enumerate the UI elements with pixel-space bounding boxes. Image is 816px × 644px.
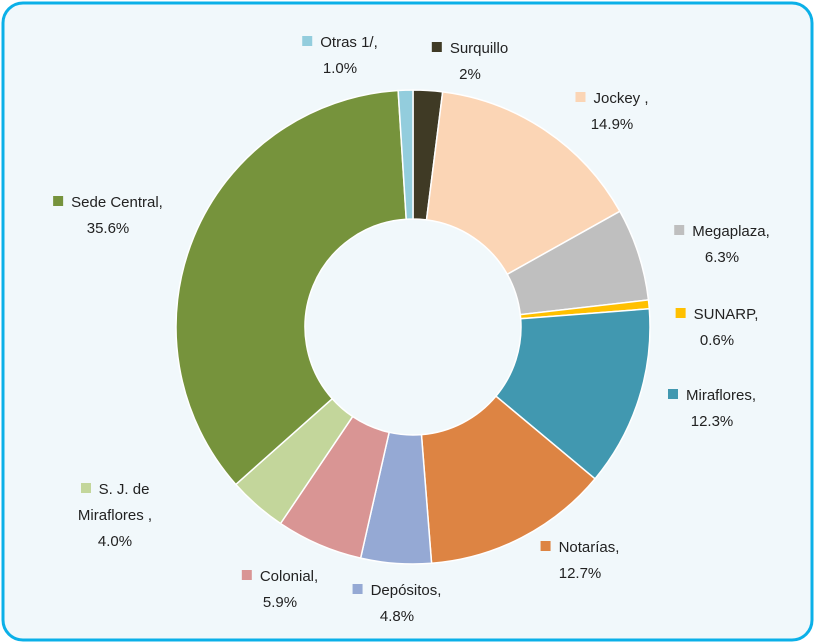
legend-swatch	[575, 92, 586, 102]
label-value: 1.0%	[322, 60, 358, 77]
label-value: 6.3%	[704, 249, 740, 266]
data-label: Miraflores, 12.3%	[667, 383, 757, 435]
legend-swatch	[540, 541, 551, 551]
label-name: SUNARP,	[693, 306, 759, 323]
label-name: Otras 1/,	[320, 34, 378, 51]
label-name: Sede Central,	[71, 194, 163, 211]
legend-swatch	[674, 225, 685, 235]
legend-swatch	[431, 42, 442, 52]
data-label: Depósitos, 4.8%	[352, 578, 442, 630]
legend-swatch	[667, 389, 678, 399]
label-name: Jockey ,	[593, 90, 649, 107]
data-label: S. J. de Miraflores , 4.0%	[55, 477, 175, 555]
data-label: Notarías, 12.7%	[540, 535, 620, 587]
legend-swatch	[675, 308, 686, 318]
legend-swatch	[80, 483, 91, 493]
legend-swatch	[241, 570, 252, 580]
donut-slice	[175, 89, 408, 486]
label-value: 35.6%	[86, 220, 130, 237]
data-label: Jockey , 14.9%	[575, 86, 649, 138]
legend-swatch	[302, 36, 313, 46]
donut-slice	[420, 395, 597, 565]
label-value: 0.6%	[699, 332, 735, 349]
legend-swatch	[352, 584, 363, 594]
label-value: 5.9%	[262, 594, 298, 611]
donut-slice	[494, 307, 651, 480]
label-value: 12.7%	[558, 565, 602, 582]
label-name: Depósitos,	[370, 582, 442, 599]
label-name: Surquillo	[449, 40, 509, 57]
label-name: Miraflores,	[685, 387, 757, 404]
label-name: S. J. de Miraflores ,	[77, 481, 153, 524]
label-name: Colonial,	[259, 568, 319, 585]
legend-swatch	[53, 196, 64, 206]
data-label: Sede Central, 35.6%	[53, 190, 163, 242]
donut-slice	[397, 89, 414, 221]
label-value: 12.3%	[690, 413, 734, 430]
donut-slice	[425, 91, 621, 276]
label-value: 4.0%	[97, 533, 133, 550]
data-label: Megaplaza, 6.3%	[674, 219, 770, 271]
label-name: Notarías,	[558, 539, 620, 556]
data-label: Colonial, 5.9%	[241, 564, 319, 616]
label-value: 4.8%	[379, 608, 415, 625]
data-label: Surquillo 2%	[431, 36, 509, 88]
label-name: Megaplaza,	[692, 223, 770, 240]
data-label: SUNARP, 0.6%	[675, 302, 759, 354]
label-value: 14.9%	[590, 116, 634, 133]
data-label: Otras 1/, 1.0%	[302, 30, 378, 82]
label-value: 2%	[459, 66, 481, 83]
